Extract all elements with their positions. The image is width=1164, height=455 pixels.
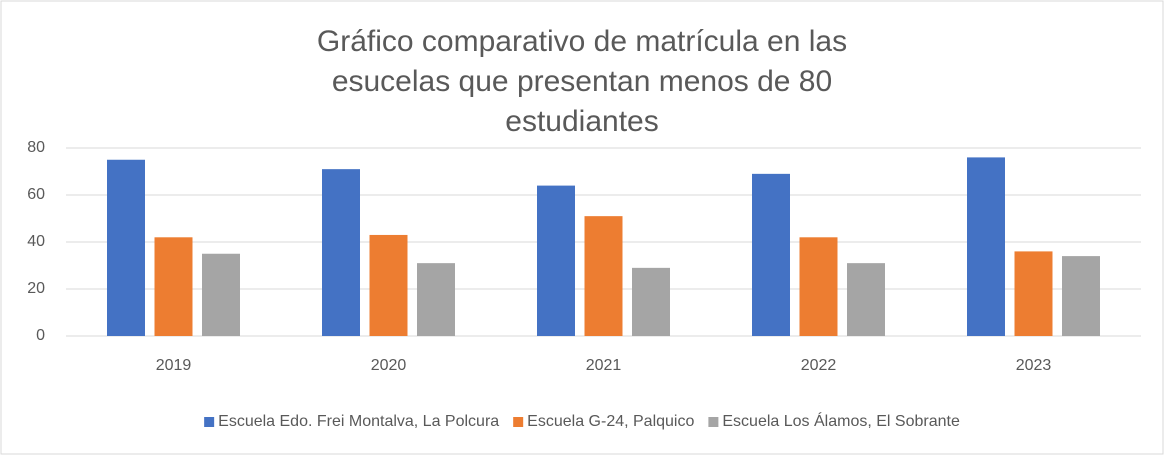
x-tick-label: 2022	[801, 357, 837, 374]
y-tick-label: 80	[27, 139, 45, 156]
bar	[202, 253, 240, 336]
bar	[584, 216, 623, 336]
bar	[799, 237, 838, 336]
bar	[1062, 256, 1100, 336]
bar	[847, 263, 885, 336]
x-tick-label: 2019	[156, 357, 192, 374]
y-tick-label: 20	[27, 280, 45, 297]
bar	[967, 157, 1005, 336]
bar	[154, 237, 193, 336]
bar	[632, 267, 670, 336]
bar	[417, 263, 455, 336]
y-tick-label: 40	[27, 233, 45, 250]
y-tick-label: 0	[36, 327, 45, 344]
bar	[1014, 251, 1053, 336]
bar	[107, 159, 145, 336]
chart-title: Gráfico comparativo de matrícula en las …	[316, 25, 848, 138]
bar	[322, 169, 360, 336]
bar	[752, 173, 790, 336]
x-tick-label: 2021	[586, 357, 622, 374]
legend-swatch	[513, 417, 524, 427]
legend-swatch	[708, 417, 719, 427]
x-tick-label: 2020	[371, 357, 407, 374]
legend-label: Escuela Edo. Frei Montalva, La Polcura	[218, 413, 499, 430]
bar	[537, 185, 575, 336]
legend-label: Escuela G-24, Palquico	[527, 413, 694, 430]
legend-label: Escuela Los Álamos, El Sobrante	[722, 411, 960, 430]
y-tick-label: 60	[27, 186, 45, 203]
legend-swatch	[204, 417, 215, 427]
x-tick-label: 2023	[1016, 357, 1052, 374]
bar	[369, 234, 408, 336]
